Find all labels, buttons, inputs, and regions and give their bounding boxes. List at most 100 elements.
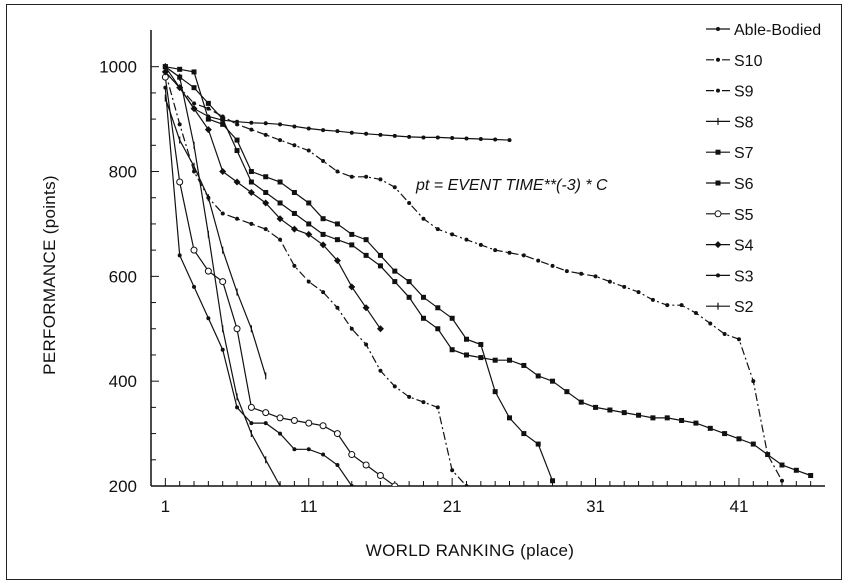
data-point-s5 — [176, 178, 184, 186]
data-point-s3 — [220, 347, 225, 352]
data-point-s7 — [392, 268, 398, 274]
data-point-s10 — [650, 297, 655, 302]
legend-label-s2: S2 — [734, 299, 754, 316]
data-point-able-bodied — [392, 133, 397, 138]
data-point-s5 — [262, 409, 270, 417]
data-point-s4 — [376, 325, 384, 333]
series-s2 — [164, 63, 281, 486]
data-point-s10 — [450, 232, 455, 237]
data-point-s6 — [607, 407, 613, 413]
data-point-s7 — [191, 69, 197, 75]
data-point-s10 — [378, 177, 383, 182]
y-axis-title: PERFORMANCE (points) — [40, 175, 59, 375]
series-s3 — [163, 85, 354, 486]
x-axis-title: WORLD RANKING (place) — [366, 541, 574, 560]
legend-marker-s4 — [714, 241, 722, 249]
data-point-s6 — [191, 85, 197, 91]
data-point-s6 — [463, 352, 469, 358]
data-point-s4 — [247, 188, 255, 196]
y-tick-label: 400 — [109, 372, 137, 391]
data-point-s6 — [349, 242, 355, 248]
data-point-s9 — [364, 342, 369, 347]
data-point-s7 — [205, 116, 211, 122]
data-point-s6 — [234, 148, 240, 154]
data-point-s7 — [420, 294, 426, 300]
data-point-s7 — [535, 441, 541, 447]
data-point-s7 — [320, 216, 326, 222]
data-point-able-bodied — [493, 137, 498, 142]
data-point-s5 — [362, 461, 370, 469]
data-point-s6 — [449, 347, 455, 353]
legend-label-s3: S3 — [734, 268, 754, 285]
annotation-formula: pt = EVENT TIME**(-3) * C — [415, 177, 608, 194]
legend-label-s5: S5 — [734, 207, 754, 224]
data-point-s6 — [306, 221, 312, 227]
y-tick-label: 600 — [109, 267, 137, 286]
data-point-s10 — [464, 237, 469, 242]
legend-marker-s7 — [715, 149, 721, 155]
data-point-s9 — [321, 290, 326, 295]
data-point-s10 — [364, 174, 369, 179]
data-point-s5 — [305, 419, 313, 427]
y-tick-label: 800 — [109, 163, 137, 182]
legend-marker-s10 — [716, 57, 720, 62]
data-point-s6 — [736, 436, 742, 442]
data-point-s9 — [306, 279, 311, 284]
data-point-s6 — [435, 326, 441, 332]
data-point-s6 — [478, 355, 484, 361]
data-point-s7 — [478, 341, 484, 347]
data-point-s7 — [449, 315, 455, 321]
data-point-s5 — [333, 430, 341, 438]
series-line-s10 — [164, 71, 783, 482]
legend-item-s3: S3 — [706, 268, 754, 285]
data-point-s6 — [392, 279, 398, 285]
data-point-s10 — [536, 258, 541, 263]
data-point-s4 — [262, 199, 270, 207]
data-point-s10 — [407, 200, 412, 205]
data-point-s9 — [421, 400, 426, 405]
data-point-s6 — [320, 231, 326, 237]
series-able-bodied — [163, 64, 512, 143]
data-point-s7 — [507, 415, 513, 421]
data-point-s9 — [349, 326, 354, 331]
data-point-able-bodied — [263, 121, 268, 126]
data-point-s10 — [349, 174, 354, 179]
data-point-s10 — [722, 332, 727, 336]
data-point-able-bodied — [335, 129, 340, 134]
data-point-s10 — [507, 250, 512, 255]
legend-item-s2: S2 — [706, 299, 754, 316]
data-point-s6 — [363, 252, 369, 258]
data-point-s10 — [636, 290, 641, 295]
series-line-s4 — [164, 71, 381, 330]
series-s8 — [164, 94, 267, 380]
data-point-s9 — [378, 368, 383, 373]
data-point-s10 — [306, 148, 311, 153]
data-point-s10 — [622, 284, 627, 289]
data-point-s9 — [392, 384, 397, 389]
data-point-able-bodied — [278, 122, 283, 127]
legend-label-s7: S7 — [734, 145, 754, 162]
figure-frame — [6, 4, 842, 580]
data-point-s9 — [435, 405, 440, 410]
data-point-s9 — [464, 484, 469, 486]
data-point-s4 — [190, 105, 198, 113]
legend-item-s9: S9 — [706, 84, 754, 101]
data-point-s10 — [249, 127, 254, 132]
data-point-s10 — [263, 132, 268, 137]
legend-item-s4: S4 — [706, 238, 754, 255]
data-point-s10 — [708, 321, 713, 326]
data-point-s4 — [219, 168, 227, 176]
data-point-s6 — [765, 452, 771, 458]
data-point-s9 — [249, 221, 254, 226]
data-point-s9 — [278, 237, 283, 242]
data-point-able-bodied — [407, 134, 412, 139]
x-tick-label: 21 — [443, 497, 462, 516]
series-line-s7 — [165, 66, 554, 482]
data-point-s3 — [206, 316, 211, 321]
legend-item-able-bodied: Able-Bodied — [706, 22, 821, 39]
data-point-s3 — [335, 463, 340, 468]
data-point-s7 — [263, 174, 269, 180]
series-line-s2 — [164, 66, 281, 486]
data-point-s6 — [578, 399, 584, 405]
data-point-s5 — [290, 416, 298, 424]
